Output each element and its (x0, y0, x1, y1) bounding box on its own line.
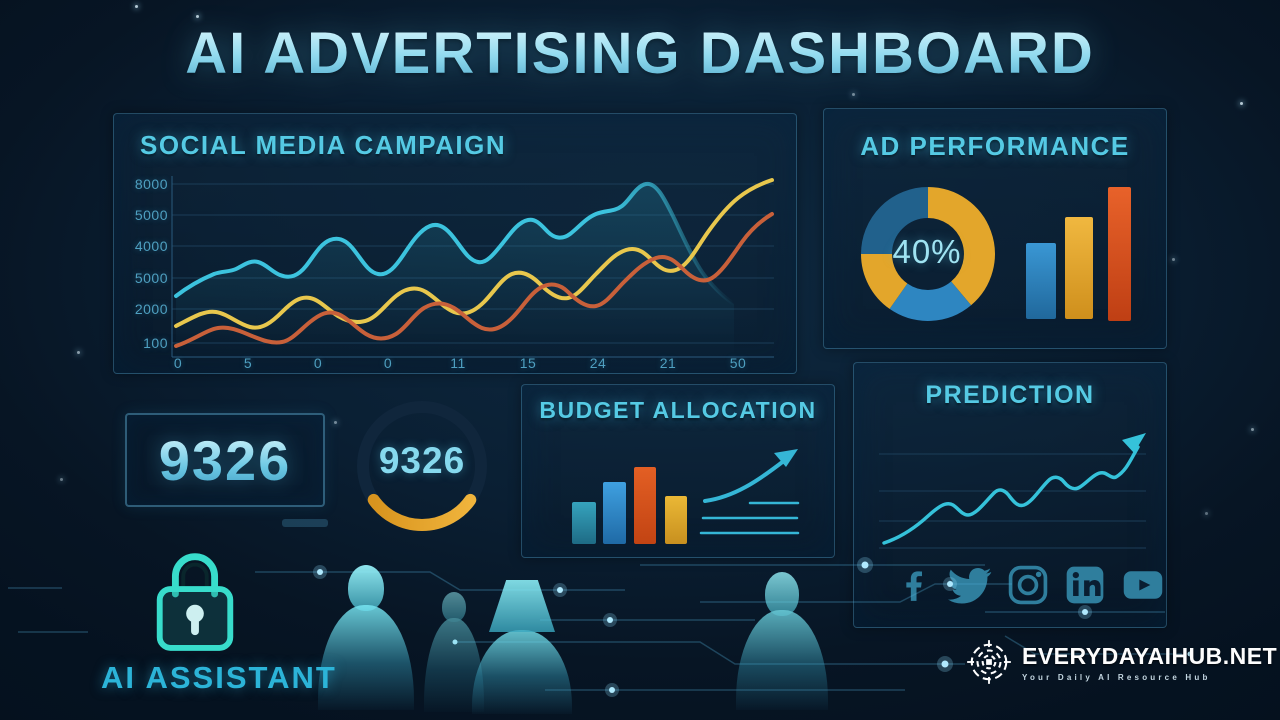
star (1205, 512, 1208, 515)
trend-arrow-group (699, 449, 800, 535)
performance-bars (1026, 187, 1131, 321)
x-axis-tick: 0 (383, 355, 393, 371)
y-axis-tick: 5000 (134, 207, 168, 223)
kpi-gauge: 9326 (352, 396, 492, 536)
prediction-title: PREDICTION (925, 381, 1095, 409)
prediction-gridlines (879, 453, 1146, 549)
x-axis-tick: 0 (313, 355, 323, 371)
circuit-glow-dots (313, 557, 1193, 697)
x-axis-tick: 5 (243, 355, 253, 371)
x-axis-tick: 11 (450, 355, 466, 371)
brand-tagline: Your Daily AI Resource Hub (1022, 672, 1211, 682)
person-silhouette (736, 572, 828, 720)
social-media-campaign-panel: SOCIAL MEDIA CAMPAIGN 8000 5000 4000 500… (113, 113, 797, 374)
facebook-icon[interactable] (894, 563, 934, 607)
y-axis-tick: 5000 (134, 270, 168, 286)
star (1240, 102, 1243, 105)
x-axis-tick: 0 (173, 355, 183, 371)
twitter-icon[interactable] (947, 563, 993, 607)
decorative-dash (282, 519, 328, 527)
instagram-icon[interactable] (1006, 563, 1050, 607)
brand-name: EVERYDAYAIHUB.NET (1022, 642, 1278, 669)
youtube-icon[interactable] (1120, 563, 1166, 607)
gauge-arc (367, 493, 477, 532)
orange-series-line (174, 212, 774, 348)
budget-allocation-panel: BUDGET ALLOCATION (521, 384, 835, 558)
star (60, 478, 63, 481)
gauge-ring (357, 401, 487, 532)
ad-performance-title: AD PERFORMANCE (860, 131, 1130, 161)
kpi-value-box: 9326 (125, 413, 325, 507)
budget-bars-chart (572, 449, 800, 544)
line-chart (171, 176, 774, 358)
prediction-arrow-head (1122, 433, 1146, 453)
y-axis-tick: 8000 (134, 176, 168, 192)
budget-bars (572, 467, 687, 544)
linkedin-icon[interactable] (1063, 563, 1107, 607)
y-axis-tick: 4000 (134, 238, 168, 254)
x-axis-tick: 50 (729, 355, 747, 371)
cyan-series-area (176, 183, 734, 357)
ai-assistant-label: AI ASSISTANT (101, 660, 337, 695)
kpi-value: 9326 (158, 428, 292, 492)
gauge-value: 9326 (378, 440, 466, 481)
star (1172, 258, 1175, 261)
star (77, 351, 80, 354)
ad-performance-panel: AD PERFORMANCE (823, 108, 1167, 349)
circuit-traces (8, 557, 1193, 697)
prediction-line-chart (879, 433, 1146, 549)
social-media-campaign-title: SOCIAL MEDIA CAMPAIGN (140, 130, 507, 160)
social-icons-row (894, 563, 1166, 607)
star (852, 93, 855, 96)
brand-logo-icon (967, 640, 1011, 684)
donut-center-value: 40% (892, 233, 962, 270)
y-axis-tick: 100 (143, 335, 168, 351)
cyan-series-line (174, 181, 736, 306)
page-title: AI ADVERTISING DASHBOARD (0, 20, 1280, 87)
donut-and-bars-chart (861, 187, 1131, 321)
star (135, 5, 138, 8)
x-axis-tick: 15 (519, 355, 537, 371)
donut-chart (861, 187, 995, 321)
person-silhouette (318, 565, 414, 720)
budget-allocation-title: BUDGET ALLOCATION (539, 397, 817, 423)
prediction-panel: PREDICTION (853, 362, 1167, 628)
brand-logo: EVERYDAYAIHUB.NET Your Daily AI Resource… (966, 639, 1277, 685)
star (196, 15, 199, 18)
yellow-series-line (174, 178, 774, 330)
prediction-line (882, 445, 1140, 545)
y-axis-tick: 2000 (134, 301, 168, 317)
arrow-head (774, 449, 798, 467)
person-silhouette-female (472, 580, 572, 720)
star (334, 421, 337, 424)
x-axis-tick: 21 (659, 355, 677, 371)
x-axis-tick: 24 (589, 355, 607, 371)
lock-icon (156, 553, 234, 651)
star (1251, 428, 1254, 431)
